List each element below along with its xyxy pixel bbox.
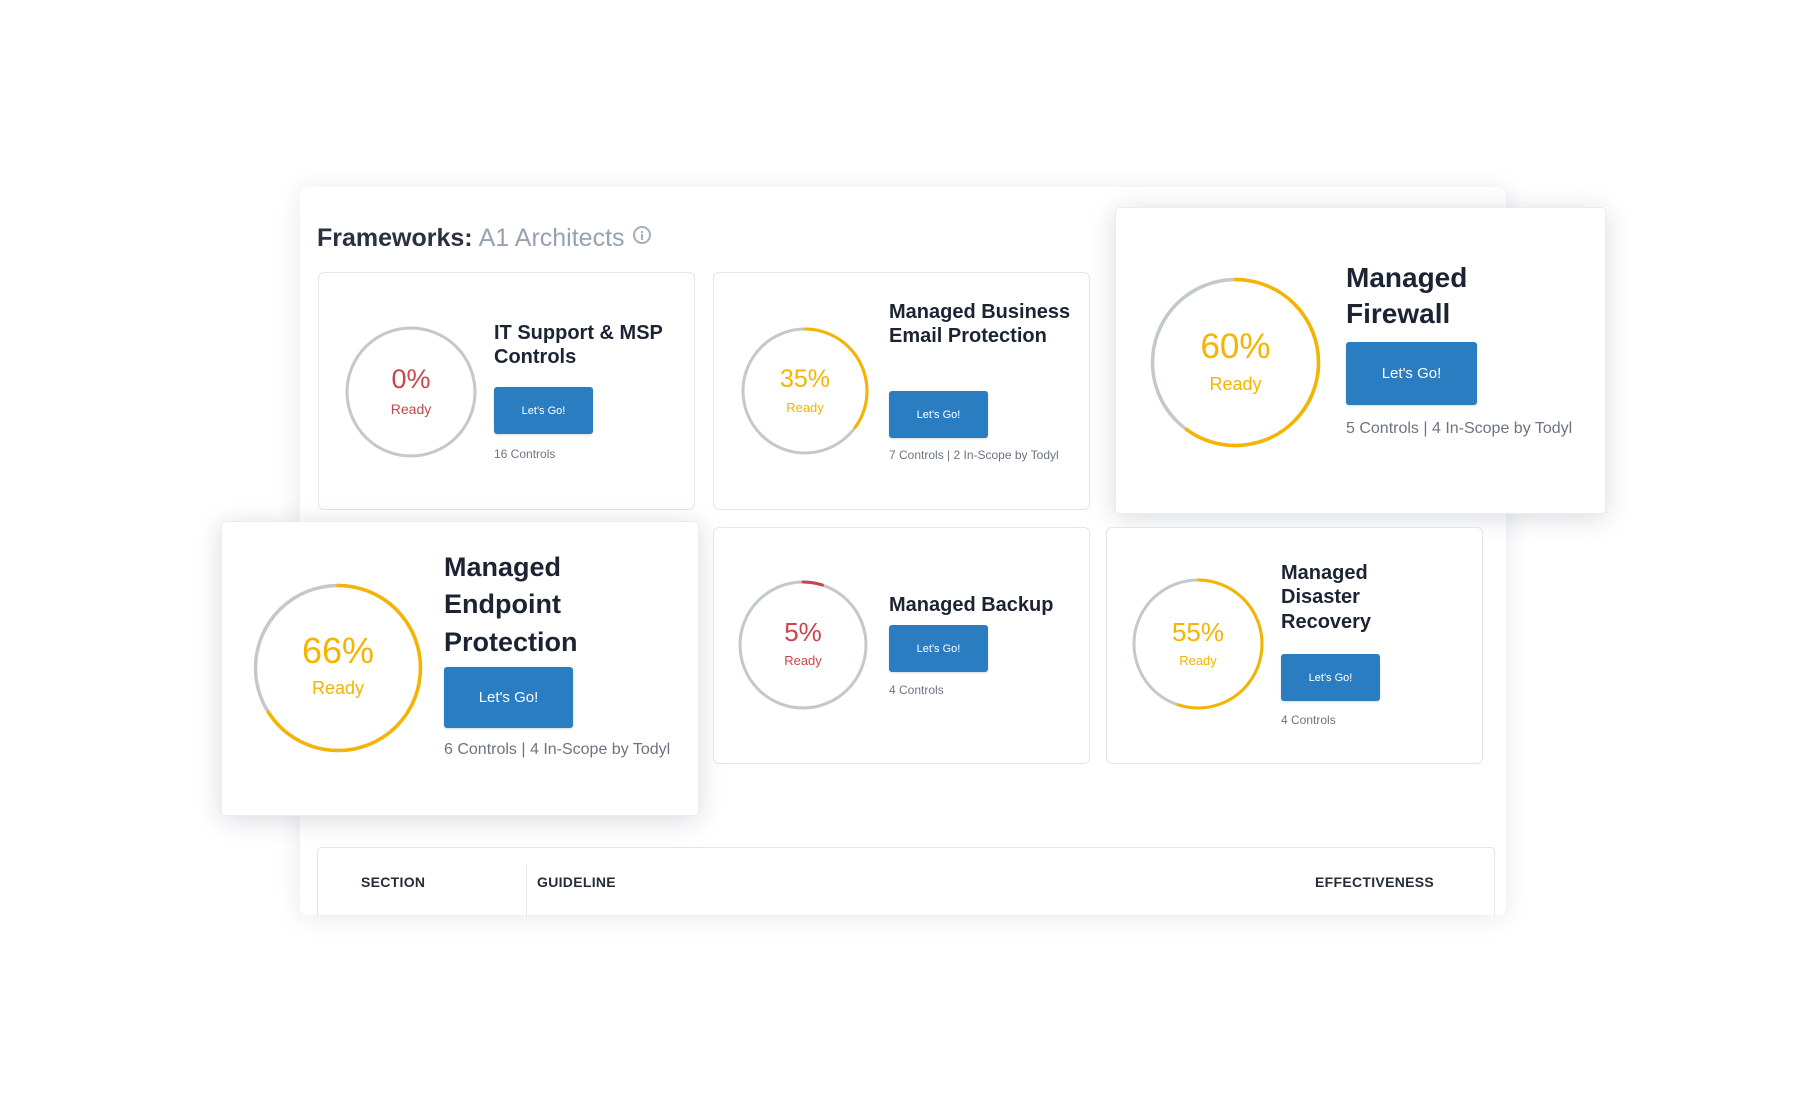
organization-name: A1 Architects xyxy=(478,224,625,252)
readiness-ready-label: Ready xyxy=(786,400,824,415)
lets-go-button[interactable]: Let's Go! xyxy=(889,391,988,438)
framework-title: Managed Firewall xyxy=(1346,262,1468,330)
readiness-ready-label: Ready xyxy=(784,653,822,668)
framework-card-it-support: 0% Ready IT Support & MSP Controls Let's… xyxy=(318,272,695,510)
readiness-percent: 66% xyxy=(301,630,375,671)
readiness-ready-label: Ready xyxy=(1179,653,1217,668)
readiness-percent: 35% xyxy=(779,365,831,393)
framework-card-endpoint: 66% Ready Managed Endpoint Protection Le… xyxy=(221,521,699,816)
readiness-percent: 0% xyxy=(391,364,431,394)
controls-count: 6 Controls | 4 In-Scope by Todyl xyxy=(444,741,671,758)
framework-title: Managed Backup xyxy=(889,594,1054,616)
controls-count: 4 Controls xyxy=(889,683,944,697)
lets-go-button[interactable]: Let's Go! xyxy=(1281,654,1380,701)
framework-card-firewall: 60% Ready Managed Firewall Let's Go! 5 C… xyxy=(1115,207,1606,514)
framework-title: Managed Disaster Recovery xyxy=(1281,562,1372,633)
controls-count: 5 Controls | 4 In-Scope by Todyl xyxy=(1346,420,1573,437)
controls-count: 7 Controls | 2 In-Scope by Todyl xyxy=(889,448,1059,462)
readiness-ring: 5% Ready xyxy=(737,579,869,711)
framework-title: Managed Business Email Protection xyxy=(889,301,1071,348)
framework-card-disaster-recovery: 55% Ready Managed Disaster Recovery Let'… xyxy=(1106,527,1483,764)
column-header-section[interactable]: SECTION xyxy=(361,874,426,890)
readiness-ready-label: Ready xyxy=(311,678,365,698)
readiness-ring: 66% Ready xyxy=(252,582,424,754)
framework-title: IT Support & MSP Controls xyxy=(494,322,663,369)
controls-count: 4 Controls xyxy=(1281,713,1336,727)
readiness-ring: 55% Ready xyxy=(1131,577,1265,711)
controls-count: 16 Controls xyxy=(494,447,556,461)
column-header-effectiveness[interactable]: EFFECTIVENESS xyxy=(1315,874,1435,890)
readiness-ready-label: Ready xyxy=(1209,374,1262,394)
lets-go-button[interactable]: Let's Go! xyxy=(494,387,593,434)
readiness-percent: 55% xyxy=(1171,617,1225,647)
readiness-ring: 35% Ready xyxy=(740,326,870,456)
page-title: Frameworks: A1 Architects xyxy=(317,224,651,253)
readiness-ring: 0% Ready xyxy=(344,325,478,459)
readiness-percent: 60% xyxy=(1200,327,1271,366)
framework-card-backup: 5% Ready Managed Backup Let's Go! 4 Cont… xyxy=(713,527,1090,764)
column-divider xyxy=(526,864,527,916)
lets-go-button[interactable]: Let's Go! xyxy=(1346,342,1477,405)
info-circle-icon[interactable] xyxy=(632,226,651,244)
lets-go-button[interactable]: Let's Go! xyxy=(889,625,988,672)
framework-card-business-email: 35% Ready Managed Business Email Protect… xyxy=(713,272,1090,510)
column-header-guideline[interactable]: GUIDELINE xyxy=(537,874,616,890)
lets-go-button[interactable]: Let's Go! xyxy=(444,667,573,728)
readiness-ring: 60% Ready xyxy=(1149,276,1322,449)
frameworks-label: Frameworks: xyxy=(317,224,473,252)
framework-title: Managed Endpoint Protection xyxy=(444,552,578,657)
readiness-ready-label: Ready xyxy=(390,401,432,417)
readiness-percent: 5% xyxy=(784,617,822,647)
controls-table: SECTION GUIDELINE EFFECTIVENESS xyxy=(317,847,1495,916)
